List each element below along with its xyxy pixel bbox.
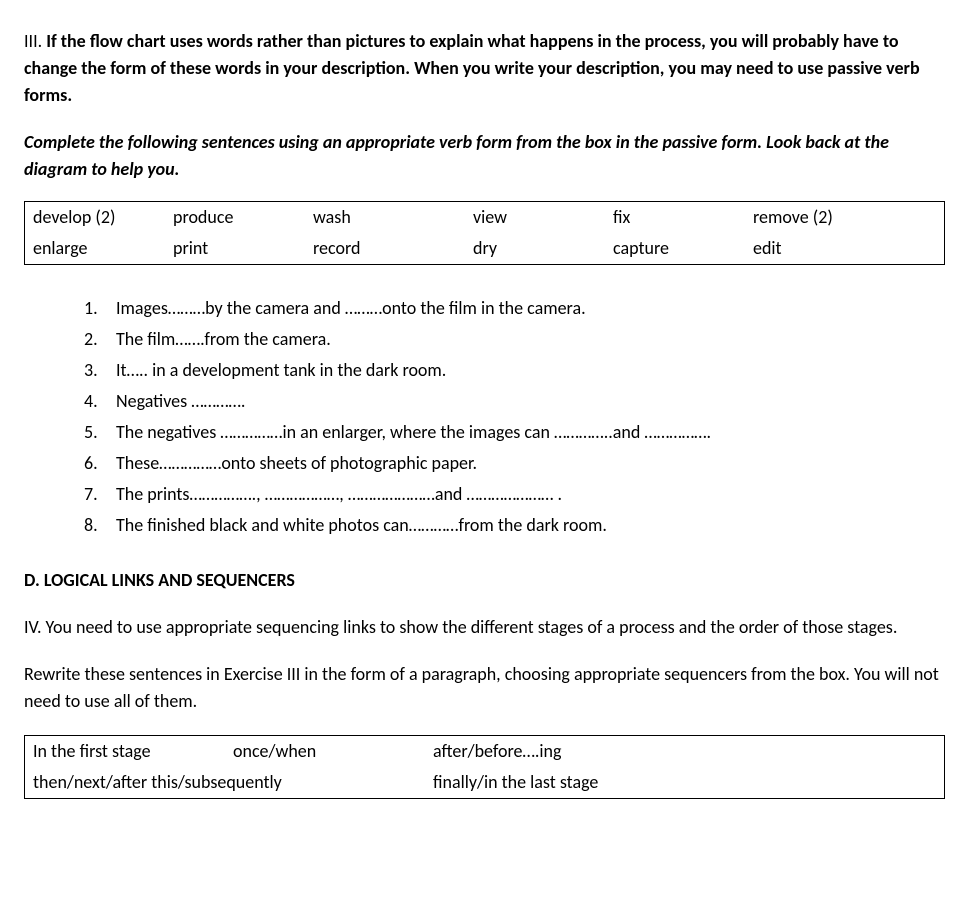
word-box-cell: record [313,235,473,262]
list-item-num: 4. [84,388,116,415]
list-item-num: 1. [84,295,116,322]
word-box-row-1: develop (2) produce wash view fix remove… [25,202,944,233]
list-item-text: Images………by the camera and ………onto the f… [116,295,945,322]
list-item-num: 3. [84,357,116,384]
list-item-text: The finished black and white photos can…… [116,512,945,539]
section-3-prefix: III. [24,30,46,52]
list-item: 1. Images………by the camera and ………onto th… [84,295,945,322]
list-item: 5. The negatives ……………in an enlarger, wh… [84,419,945,446]
sequencer-cell: In the first stage [33,738,233,765]
instruction-1: Complete the following sentences using a… [24,129,945,183]
sequencer-box: In the first stage once/when after/befor… [24,735,945,799]
list-item-text: The negatives ……………in an enlarger, where… [116,419,945,446]
numbered-list: 1. Images………by the camera and ………onto th… [84,295,945,539]
sequencer-box-row-1: In the first stage once/when after/befor… [25,736,944,767]
sequencer-box-row-2: then/next/after this/subsequently finall… [25,767,944,798]
list-item-num: 6. [84,450,116,477]
sequencer-cell: once/when [233,738,433,765]
sequencer-cell: then/next/after this/subsequently [33,769,433,796]
list-item-num: 7. [84,481,116,508]
section-3-intro: III. If the flow chart uses words rather… [24,28,945,109]
list-item-num: 5. [84,419,116,446]
list-item-num: 2. [84,326,116,353]
list-item-text: Negatives …………. [116,388,945,415]
list-item-text: The film…….from the camera. [116,326,945,353]
word-box-cell: remove (2) [753,204,913,231]
word-box-row-2: enlarge print record dry capture edit [25,233,944,264]
list-item: 3. It….. in a development tank in the da… [84,357,945,384]
word-box-cell: edit [753,235,913,262]
word-box-cell: produce [173,204,313,231]
list-item: 8. The finished black and white photos c… [84,512,945,539]
word-box: develop (2) produce wash view fix remove… [24,201,945,265]
list-item-num: 8. [84,512,116,539]
word-box-cell: develop (2) [33,204,173,231]
list-item-text: These……………onto sheets of photographic pa… [116,450,945,477]
word-box-cell: view [473,204,613,231]
list-item-text: It….. in a development tank in the dark … [116,357,945,384]
word-box-cell: dry [473,235,613,262]
list-item-text: The prints……………., ………………, …………………and ………… [116,481,945,508]
word-box-cell: fix [613,204,753,231]
list-item: 6. These……………onto sheets of photographic… [84,450,945,477]
word-box-cell: enlarge [33,235,173,262]
list-item: 7. The prints……………., ………………, …………………and … [84,481,945,508]
word-box-cell: wash [313,204,473,231]
section-d-heading: D. LOGICAL LINKS AND SEQUENCERS [24,567,945,594]
sequencer-cell: finally/in the last stage [433,769,733,796]
section-3-bold: If the flow chart uses words rather than… [24,30,920,106]
sequencer-cell: after/before….ing [433,738,733,765]
word-box-cell: print [173,235,313,262]
word-box-cell: capture [613,235,753,262]
paragraph-rewrite: Rewrite these sentences in Exercise III … [24,661,945,715]
paragraph-iv: IV. You need to use appropriate sequenci… [24,614,945,641]
list-item: 4. Negatives …………. [84,388,945,415]
list-item: 2. The film…….from the camera. [84,326,945,353]
